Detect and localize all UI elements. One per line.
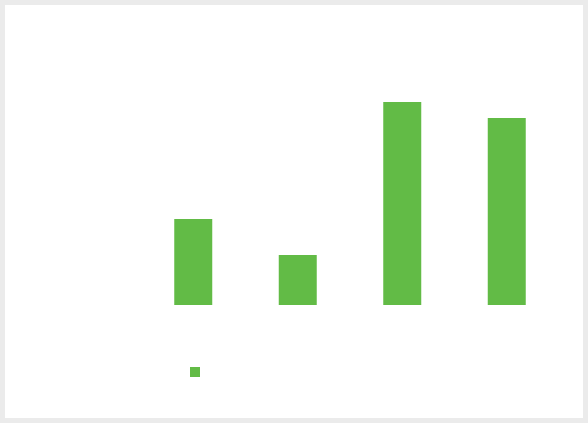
bar [487,118,526,305]
legend-marker [190,367,200,377]
bar [174,219,213,305]
bar [383,102,422,305]
bar [278,255,317,305]
chart-frame [5,5,583,418]
